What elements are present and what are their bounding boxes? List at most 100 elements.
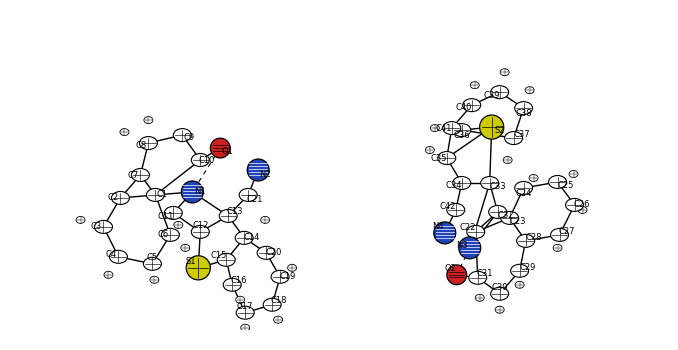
Ellipse shape (219, 209, 237, 222)
Text: C34: C34 (446, 181, 462, 190)
Ellipse shape (263, 298, 281, 311)
Text: C24: C24 (515, 189, 532, 198)
Text: C41: C41 (436, 124, 452, 133)
Ellipse shape (174, 222, 183, 229)
Text: C36: C36 (454, 131, 470, 140)
Ellipse shape (425, 147, 435, 154)
Text: C31: C31 (476, 269, 492, 278)
Ellipse shape (76, 216, 85, 223)
Text: N3: N3 (456, 241, 468, 250)
Ellipse shape (515, 182, 533, 195)
Ellipse shape (181, 181, 203, 203)
Ellipse shape (210, 138, 230, 158)
Ellipse shape (549, 175, 567, 188)
Ellipse shape (144, 257, 161, 270)
Ellipse shape (551, 229, 569, 241)
Ellipse shape (511, 264, 529, 277)
Text: C18: C18 (271, 296, 287, 305)
Ellipse shape (471, 82, 479, 89)
Ellipse shape (111, 191, 129, 204)
Text: C40: C40 (456, 103, 473, 112)
Ellipse shape (104, 271, 113, 278)
Text: C5: C5 (147, 253, 158, 262)
Ellipse shape (140, 136, 157, 149)
Ellipse shape (565, 198, 584, 211)
Ellipse shape (271, 270, 289, 283)
Ellipse shape (235, 231, 253, 244)
Text: N1: N1 (194, 188, 206, 196)
Ellipse shape (109, 250, 127, 263)
Text: C12: C12 (192, 221, 208, 230)
Ellipse shape (260, 216, 270, 223)
Ellipse shape (468, 271, 487, 284)
Ellipse shape (236, 296, 245, 303)
Ellipse shape (443, 121, 461, 135)
Ellipse shape (495, 306, 504, 313)
Text: C22: C22 (460, 223, 476, 232)
Ellipse shape (236, 306, 254, 319)
Ellipse shape (553, 244, 562, 251)
Text: C35: C35 (431, 154, 447, 162)
Text: C32: C32 (497, 211, 514, 220)
Ellipse shape (94, 220, 113, 233)
Ellipse shape (191, 225, 210, 238)
Text: C26: C26 (574, 201, 591, 209)
Text: C16: C16 (231, 276, 247, 285)
Ellipse shape (164, 206, 182, 219)
Ellipse shape (515, 102, 533, 114)
Ellipse shape (466, 225, 485, 238)
Text: C7: C7 (127, 170, 138, 180)
Ellipse shape (463, 99, 481, 112)
Ellipse shape (247, 159, 269, 181)
Text: C33: C33 (489, 182, 506, 191)
Text: S2: S2 (494, 126, 504, 135)
Ellipse shape (144, 117, 153, 124)
Ellipse shape (479, 115, 504, 139)
Text: C3: C3 (90, 222, 102, 231)
Text: S1: S1 (185, 257, 196, 266)
Ellipse shape (150, 276, 159, 283)
Ellipse shape (489, 205, 506, 218)
Text: C14: C14 (243, 233, 260, 242)
Text: C27: C27 (559, 227, 576, 236)
Text: C30: C30 (492, 283, 508, 292)
Text: C11: C11 (157, 212, 174, 221)
Text: C29: C29 (519, 263, 536, 272)
Text: C9: C9 (183, 133, 195, 142)
Ellipse shape (223, 278, 241, 291)
Ellipse shape (517, 234, 534, 247)
Ellipse shape (453, 124, 471, 136)
Ellipse shape (161, 229, 179, 241)
Ellipse shape (239, 188, 257, 202)
Text: C10: C10 (199, 155, 215, 164)
Ellipse shape (569, 170, 578, 177)
Ellipse shape (453, 176, 471, 189)
Ellipse shape (500, 211, 519, 224)
Ellipse shape (491, 86, 508, 99)
Text: C6: C6 (157, 230, 168, 239)
Ellipse shape (146, 188, 164, 202)
Ellipse shape (181, 244, 190, 251)
Ellipse shape (578, 206, 587, 214)
Ellipse shape (132, 168, 149, 182)
Ellipse shape (515, 281, 524, 288)
Text: N4: N4 (433, 222, 444, 231)
Text: C42: C42 (440, 202, 456, 211)
Ellipse shape (500, 69, 509, 76)
Ellipse shape (186, 256, 210, 280)
Ellipse shape (431, 125, 439, 132)
Ellipse shape (503, 156, 512, 163)
Ellipse shape (287, 264, 296, 271)
Ellipse shape (491, 287, 508, 300)
Text: C23: C23 (509, 217, 525, 226)
Text: O1: O1 (222, 147, 234, 156)
Text: C28: C28 (525, 233, 542, 242)
Text: C37: C37 (513, 130, 530, 139)
Ellipse shape (191, 154, 210, 167)
Text: C2: C2 (107, 194, 119, 202)
Ellipse shape (217, 253, 235, 266)
Text: C17: C17 (237, 302, 254, 311)
Ellipse shape (447, 265, 466, 285)
Text: C25: C25 (557, 181, 574, 190)
Ellipse shape (529, 175, 538, 182)
